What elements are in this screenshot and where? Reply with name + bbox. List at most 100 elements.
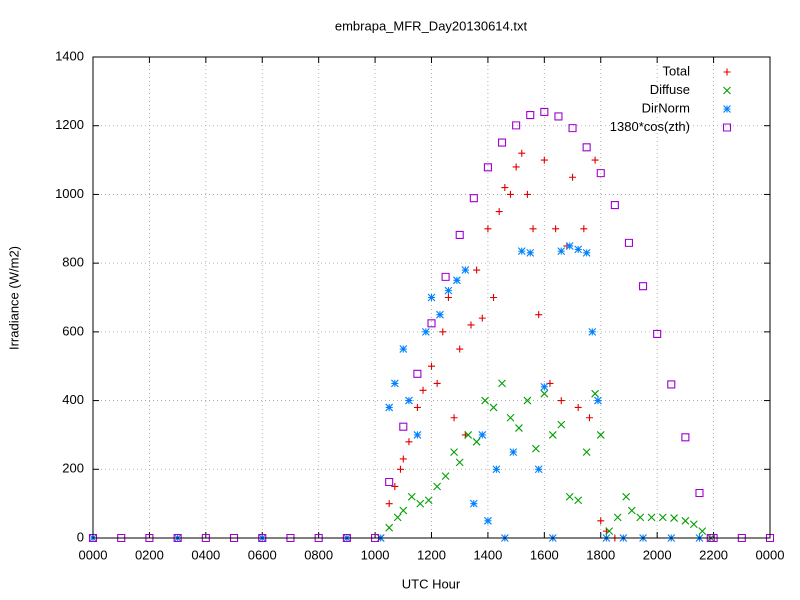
point xyxy=(534,465,543,474)
point xyxy=(490,294,498,301)
legend-marker xyxy=(723,68,731,76)
point xyxy=(624,238,634,247)
point xyxy=(588,327,597,336)
point xyxy=(670,514,678,522)
point xyxy=(489,403,498,412)
point xyxy=(540,382,549,391)
point xyxy=(554,112,563,121)
point xyxy=(464,431,473,439)
point xyxy=(594,396,602,405)
point xyxy=(523,396,532,405)
point xyxy=(518,149,526,157)
point xyxy=(416,499,425,508)
point xyxy=(627,506,636,515)
y-tick-label: 400 xyxy=(62,392,84,407)
point xyxy=(421,327,430,336)
point xyxy=(385,477,394,487)
point xyxy=(582,248,591,257)
point xyxy=(391,482,399,490)
point xyxy=(413,431,422,439)
point xyxy=(689,520,698,529)
point xyxy=(461,266,470,274)
point xyxy=(506,413,515,422)
point xyxy=(396,465,404,473)
point xyxy=(512,163,520,171)
point xyxy=(639,282,648,291)
point xyxy=(667,380,676,389)
point xyxy=(709,533,718,543)
point xyxy=(497,138,507,147)
chart-title: embrapa_MFR_Day20130614.txt xyxy=(335,18,528,33)
x-tick-label: 1600 xyxy=(530,547,559,562)
point xyxy=(450,414,458,422)
x-axis-label: UTC Hour xyxy=(402,576,461,591)
point xyxy=(481,396,489,405)
plot-border xyxy=(92,56,771,539)
point xyxy=(529,225,537,233)
point xyxy=(557,397,565,405)
point xyxy=(407,492,416,501)
point xyxy=(117,533,126,543)
point xyxy=(591,389,599,398)
point xyxy=(636,513,645,522)
point xyxy=(441,472,450,481)
legend: Total Diffuse DirNorm 1380*cos(zth) xyxy=(610,63,732,134)
point xyxy=(506,190,514,198)
point xyxy=(371,533,380,543)
point xyxy=(535,311,543,319)
point xyxy=(574,496,583,505)
grid xyxy=(92,56,771,539)
x-tick-label: 2200 xyxy=(699,547,728,562)
point xyxy=(647,513,656,522)
point xyxy=(582,143,591,152)
point xyxy=(548,431,557,439)
legend-label: Diffuse xyxy=(650,82,690,97)
point xyxy=(483,163,492,172)
point xyxy=(314,533,323,543)
point xyxy=(413,369,422,378)
point xyxy=(201,533,210,543)
point xyxy=(526,111,535,120)
point xyxy=(428,362,435,370)
legend-marker xyxy=(723,105,731,113)
point xyxy=(610,201,619,210)
point xyxy=(413,403,421,411)
point xyxy=(540,156,548,164)
point xyxy=(574,403,582,411)
point xyxy=(342,533,351,543)
x-tick-label: 2000 xyxy=(643,547,672,562)
point xyxy=(737,533,746,543)
point xyxy=(385,500,393,508)
point xyxy=(512,121,521,130)
point xyxy=(469,499,478,508)
y-tick-label: 800 xyxy=(62,255,84,270)
point xyxy=(582,448,591,456)
legend-label: Total xyxy=(663,63,691,78)
point xyxy=(658,513,667,522)
point xyxy=(765,533,775,543)
point xyxy=(698,527,707,536)
point xyxy=(450,448,458,456)
point xyxy=(478,314,486,322)
point xyxy=(515,424,523,432)
point xyxy=(569,173,577,181)
point xyxy=(565,492,574,501)
point xyxy=(596,431,605,439)
x-tick-label: 0600 xyxy=(248,547,277,562)
point xyxy=(399,455,407,463)
point xyxy=(473,266,481,274)
point xyxy=(399,345,408,353)
point xyxy=(439,328,447,336)
y-tick-label: 0 xyxy=(77,529,84,544)
point xyxy=(492,465,501,474)
point xyxy=(574,245,583,254)
point xyxy=(436,310,444,319)
y-tick-label: 1000 xyxy=(55,186,84,201)
y-tick-label: 1200 xyxy=(55,117,84,132)
point xyxy=(681,433,690,442)
point xyxy=(484,225,492,233)
point xyxy=(405,438,413,446)
point xyxy=(509,448,518,456)
point xyxy=(517,247,526,256)
